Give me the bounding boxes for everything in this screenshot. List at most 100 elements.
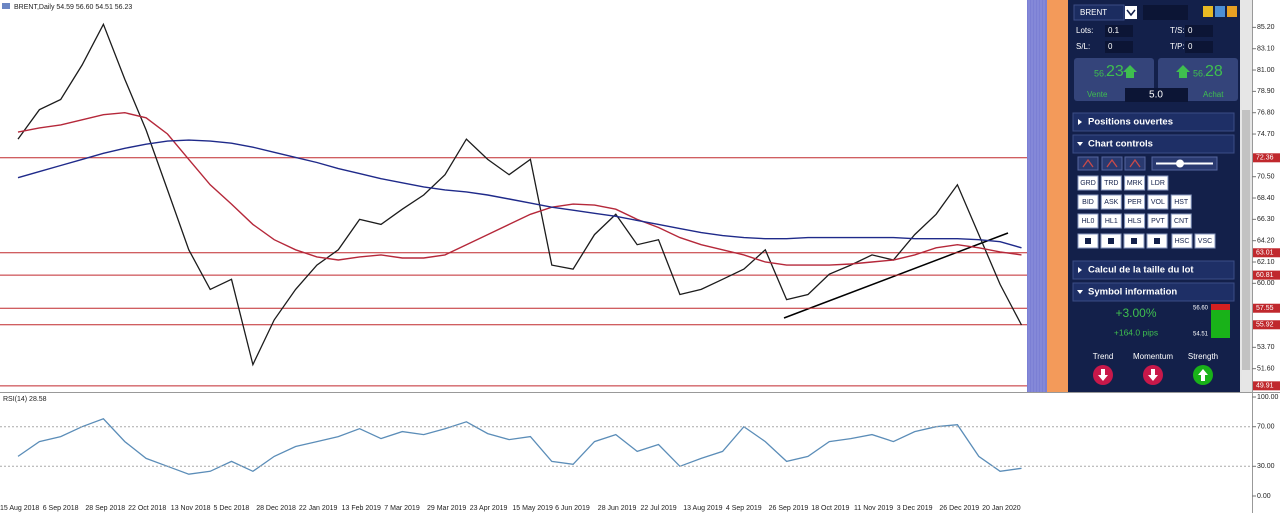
control-button[interactable] xyxy=(1170,213,1192,229)
x-tick-label: 5 Dec 2018 xyxy=(214,505,250,512)
x-tick-label: 15 May 2019 xyxy=(512,505,553,512)
level-tag xyxy=(1253,303,1280,313)
x-tick-label: 11 Nov 2019 xyxy=(854,505,893,512)
value: 0.1 xyxy=(1108,26,1120,35)
control-label: ASK xyxy=(1104,199,1118,206)
y-tick-label: 68.40 xyxy=(1257,195,1275,202)
icon[interactable] xyxy=(1227,6,1237,17)
control-button[interactable] xyxy=(1077,175,1099,191)
x-tick-label: 13 Feb 2019 xyxy=(342,505,381,512)
section-caret xyxy=(1078,119,1082,125)
change: +3.00% xyxy=(1115,306,1156,320)
dropdown[interactable] xyxy=(1125,6,1137,19)
control-button[interactable] xyxy=(1077,213,1099,229)
control-button[interactable] xyxy=(1100,194,1122,210)
x-tick-label: 29 Mar 2019 xyxy=(427,505,466,512)
x-tick-label: 7 Mar 2019 xyxy=(384,505,420,512)
low: 54.51 xyxy=(1193,332,1209,338)
symbol-select[interactable] xyxy=(1073,4,1125,21)
icon[interactable] xyxy=(1215,6,1225,17)
control-label: MRK xyxy=(1127,180,1143,187)
control-button[interactable] xyxy=(1147,175,1169,191)
scroll-thumb[interactable] xyxy=(1242,110,1250,370)
control-label: HL1 xyxy=(1105,218,1118,225)
control-button[interactable] xyxy=(1194,233,1216,249)
control-button[interactable] xyxy=(1124,175,1146,191)
slider-knob[interactable] xyxy=(1176,159,1184,168)
section-caret xyxy=(1078,267,1082,273)
y-tick-label: 78.90 xyxy=(1257,88,1275,95)
x-tick-label: 13 Aug 2019 xyxy=(683,505,722,512)
value: 0 xyxy=(1108,42,1113,51)
level-tag xyxy=(1253,270,1280,280)
control-label: TRD xyxy=(1104,180,1118,187)
y-tick-label: 64.20 xyxy=(1257,238,1275,245)
control-button[interactable] xyxy=(1170,194,1192,210)
x-tick-label: 3 Dec 2019 xyxy=(897,505,933,512)
level-label: 60.81 xyxy=(1256,272,1274,279)
input[interactable] xyxy=(1185,25,1213,37)
level-label: 57.55 xyxy=(1256,305,1274,312)
control-label: HST xyxy=(1174,199,1189,206)
control-button[interactable] xyxy=(1147,194,1169,210)
input[interactable] xyxy=(1185,41,1213,53)
rsi-title: RSI(14) 28.58 xyxy=(3,396,47,403)
input[interactable] xyxy=(1105,25,1133,37)
level-tag xyxy=(1253,381,1280,391)
x-tick-label: 6 Sep 2018 xyxy=(43,505,79,512)
section-header[interactable] xyxy=(1072,260,1235,280)
control-button[interactable] xyxy=(1077,194,1099,210)
level-tag xyxy=(1253,248,1280,258)
dropdown-arrow xyxy=(1126,9,1136,17)
indicator-arrow xyxy=(1098,369,1108,381)
x-tick-label: 15 Aug 2018 xyxy=(0,505,39,512)
x-tick-label: 22 Jul 2019 xyxy=(641,505,677,512)
section-header[interactable] xyxy=(1072,134,1235,154)
level-tag xyxy=(1253,153,1280,163)
control-button[interactable] xyxy=(1100,175,1122,191)
indicator-label: Momentum xyxy=(1133,352,1173,361)
level-tag xyxy=(1253,320,1280,330)
label: S/L: xyxy=(1076,42,1090,51)
x-tick-label: 6 Jun 2019 xyxy=(555,505,590,512)
y-tick-label: 83.10 xyxy=(1257,46,1275,53)
session-band xyxy=(1047,0,1068,392)
y-tick-label: 62.10 xyxy=(1257,259,1275,266)
price-big: 23 xyxy=(1106,63,1124,80)
input[interactable] xyxy=(1105,41,1133,53)
level-label: 63.01 xyxy=(1256,250,1274,257)
x-tick-label: 22 Oct 2018 xyxy=(128,505,166,512)
indicator-arrow xyxy=(1148,369,1158,381)
up-arrow xyxy=(1176,65,1190,78)
price-small: 56. xyxy=(1094,68,1107,78)
value: 0 xyxy=(1188,26,1193,35)
nav-icon xyxy=(1131,238,1137,244)
chart-header: BRENT,Daily 54.59 56.60 54.51 56.23 xyxy=(14,4,132,11)
y-tick-label: 74.70 xyxy=(1257,131,1275,138)
input[interactable] xyxy=(1143,5,1188,20)
y-tick-label: 85.20 xyxy=(1257,24,1275,31)
control-button[interactable] xyxy=(1124,213,1146,229)
control-label: BID xyxy=(1082,199,1094,206)
icon[interactable] xyxy=(1203,6,1213,17)
tool-icon xyxy=(1082,158,1094,168)
value: 0 xyxy=(1188,42,1193,51)
sell-label: Vente xyxy=(1087,90,1108,99)
section-header[interactable] xyxy=(1072,282,1235,302)
series-line xyxy=(17,111,1022,266)
control-label: HL0 xyxy=(1082,218,1095,225)
control-button[interactable] xyxy=(1100,213,1122,229)
control-button[interactable] xyxy=(1124,194,1146,210)
section-title: Symbol information xyxy=(1088,287,1177,298)
x-tick-label: 4 Sep 2019 xyxy=(726,505,762,512)
x-tick-label: 28 Dec 2018 xyxy=(256,505,296,512)
section-header[interactable] xyxy=(1072,112,1235,132)
up-arrow xyxy=(1123,65,1137,78)
section-title: Chart controls xyxy=(1088,139,1153,150)
chart-icon xyxy=(2,3,10,9)
y-tick-label: 30.00 xyxy=(1257,463,1275,470)
control-button[interactable] xyxy=(1147,213,1169,229)
level-label: 72.36 xyxy=(1256,155,1274,162)
control-button[interactable] xyxy=(1171,233,1193,249)
